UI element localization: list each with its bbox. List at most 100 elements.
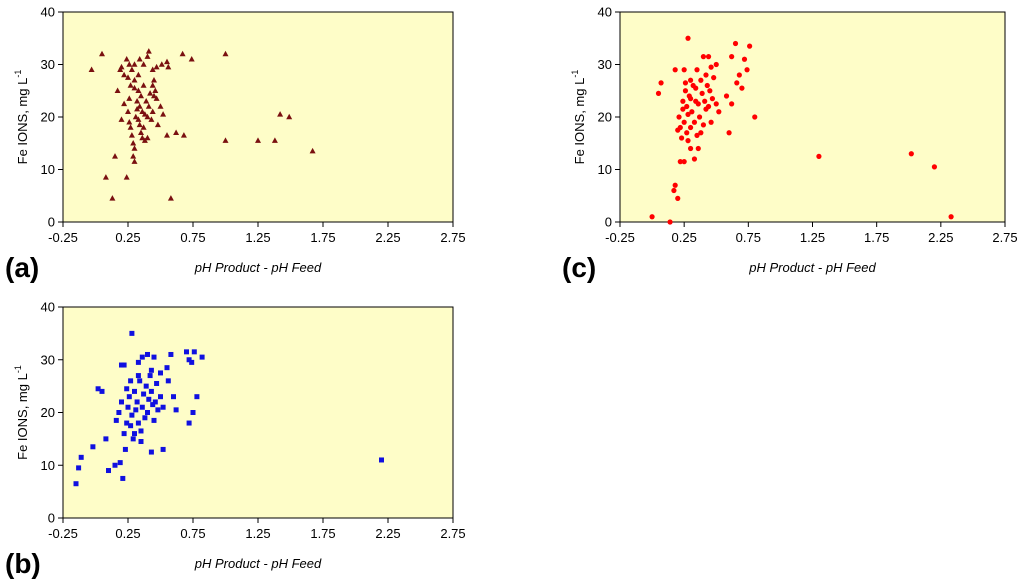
data-point [687,77,694,83]
data-point [679,135,685,141]
data-point [139,354,145,360]
data-point [140,82,147,88]
data-point [165,378,171,384]
data-point [131,84,138,91]
data-point [148,449,154,455]
data-point [124,386,130,392]
data-point [691,156,698,162]
y-tick-label: 20 [41,110,55,125]
data-point [143,98,150,104]
data-point [165,63,172,70]
data-point [142,415,148,421]
data-point [171,394,176,400]
y-axis-title: Fe IONS, mg L-1 [13,70,30,165]
data-point [139,134,146,141]
data-point [309,147,316,154]
data-point [144,134,151,141]
x-tick-label: 2.75 [992,230,1017,245]
data-point [184,349,189,355]
data-point [131,158,138,164]
data-point [173,407,179,413]
x-tick-label: 2.75 [440,230,465,245]
data-point [702,98,708,104]
data-point [189,359,195,365]
data-point [695,145,701,152]
data-point [126,95,133,101]
data-point [103,436,109,442]
data-point [131,61,138,67]
x-tick-label: 1.75 [310,526,335,541]
data-point [141,137,148,143]
data-point [687,96,694,102]
x-tick-label: 1.25 [245,526,270,541]
data-point [127,82,134,88]
data-point [734,80,740,86]
data-point [658,80,664,86]
data-point [186,420,192,426]
data-point [148,367,154,373]
data-point [135,87,142,94]
data-point [160,111,167,117]
data-point [160,446,166,452]
data-point [741,56,748,62]
data-point [128,423,134,429]
y-tick-label: 10 [41,162,55,177]
data-point [157,103,164,109]
y-tick-label: 0 [605,215,612,230]
data-point [693,85,699,91]
y-axis-title-superscript: -1 [570,70,580,78]
y-tick-label: 30 [598,57,612,72]
data-point [131,77,138,83]
data-point [698,130,704,136]
data-point [186,357,192,363]
data-point [739,85,745,91]
y-tick-label: 20 [598,110,612,125]
data-point [222,137,229,143]
data-point [145,410,150,415]
data-point [95,386,101,392]
y-axis-title-superscript: -1 [13,70,23,78]
panel-label: (b) [5,548,41,579]
y-axis-title: Fe IONS, mg L-1 [13,365,30,460]
data-point [677,124,683,131]
data-point [222,50,229,57]
chart-panel-a: -0.25 0.25 0.75 1.25 1.75 2.25 2.75 0 10 20 30 40 pH… [5,5,466,284]
data-point [139,108,146,115]
data-point [708,119,714,125]
data-point [747,43,753,49]
data-point [123,56,130,62]
data-point [931,164,938,170]
data-point [703,72,709,78]
data-point [705,103,712,110]
data-point [116,410,122,415]
data-point [151,417,157,423]
y-tick-label: 10 [41,458,55,473]
data-point [685,138,691,144]
x-tick-label: 0.25 [115,526,140,541]
data-point [736,72,742,78]
data-point [150,402,156,408]
data-point [118,63,125,70]
data-point [158,394,163,400]
data-point [118,116,125,122]
data-point [147,373,153,379]
data-point [128,378,134,384]
data-point [164,132,170,138]
data-point [694,132,700,138]
data-point [682,80,689,86]
x-axis-title: pH Product - pH Feed [194,556,322,571]
data-point [271,137,278,143]
data-point [704,82,710,89]
x-axis-title: pH Product - pH Feed [194,260,322,275]
data-point [121,362,127,368]
data-point [149,108,156,115]
data-point [135,420,141,426]
data-point [131,145,138,151]
x-tick-label: 0.25 [672,230,697,245]
data-point [684,130,690,136]
data-point [113,417,119,423]
data-point [132,113,139,120]
data-point [125,404,131,410]
data-point [677,159,683,165]
data-point [125,74,131,80]
